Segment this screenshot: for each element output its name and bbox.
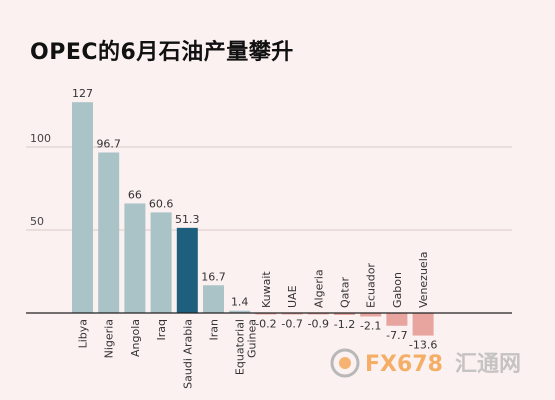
value-label-nigeria: 96.7	[96, 137, 121, 150]
category-label-ecuador: Ecuador	[365, 263, 378, 308]
category-label-venezuela: Venezuela	[417, 252, 430, 309]
value-label-iraq: 60.6	[149, 197, 174, 210]
bar-angola	[124, 203, 146, 313]
value-label-kuwait: -0.2	[255, 318, 276, 331]
value-label-venezuela: -13.6	[409, 339, 437, 352]
bar-algeria	[307, 313, 329, 315]
value-label-ecuador: -2.1	[360, 319, 381, 332]
category-label-gabon: Gabon	[391, 272, 404, 308]
y-tick-label-100: 100	[30, 132, 51, 145]
value-label-libya: 127	[72, 87, 93, 100]
watermark-text-brand: FX678	[365, 352, 443, 377]
bar-ecuador	[360, 313, 382, 317]
bar-qatar	[334, 313, 355, 315]
category-label-iran: Iran	[208, 319, 221, 341]
value-label-saudi-arabia: 51.3	[175, 213, 200, 226]
category-label-algeria: Algeria	[312, 269, 325, 308]
category-label-angola: Angola	[129, 319, 142, 357]
bar-iraq	[150, 212, 172, 313]
category-label-saudi-arabia: Saudi Arabia	[181, 319, 194, 389]
bar-nigeria	[98, 152, 120, 313]
category-label-equatorial-guinea-2: Guinea	[246, 319, 259, 358]
bar-libya	[72, 102, 93, 314]
value-label-angola: 66	[128, 188, 142, 201]
value-label-qatar: -1.2	[334, 318, 355, 331]
bar-equatorial-guinea	[229, 310, 251, 313]
bar-gabon	[386, 313, 408, 326]
chart-title: OPEC的6月石油产量攀升	[30, 40, 294, 65]
value-label-iran: 16.7	[201, 270, 226, 283]
bar-venezuela	[412, 313, 434, 336]
bar-iran	[203, 285, 224, 313]
watermark-logo-outer	[330, 348, 360, 378]
category-label-qatar: Qatar	[339, 277, 352, 308]
value-label-equatorial-guinea: 1.4	[231, 296, 249, 309]
y-tick-label-50: 50	[30, 215, 44, 228]
category-label-uae: UAE	[286, 285, 299, 308]
bar-uae	[281, 313, 303, 315]
category-label-kuwait: Kuwait	[260, 271, 273, 308]
category-label-nigeria: Nigeria	[103, 319, 116, 358]
watermark-text-cn: 汇通网	[455, 352, 521, 377]
bar-saudi-arabia	[176, 227, 198, 313]
value-label-gabon: -7.7	[386, 329, 407, 342]
category-label-libya: Libya	[77, 319, 90, 348]
value-label-algeria: -0.9	[308, 318, 329, 331]
watermark-logo-inner	[339, 357, 351, 369]
category-label-equatorial-guinea-1: Equatorial	[234, 319, 247, 375]
category-label-iraq: Iraq	[155, 319, 168, 341]
bar-kuwait	[255, 313, 277, 315]
value-label-uae: -0.7	[281, 318, 302, 331]
